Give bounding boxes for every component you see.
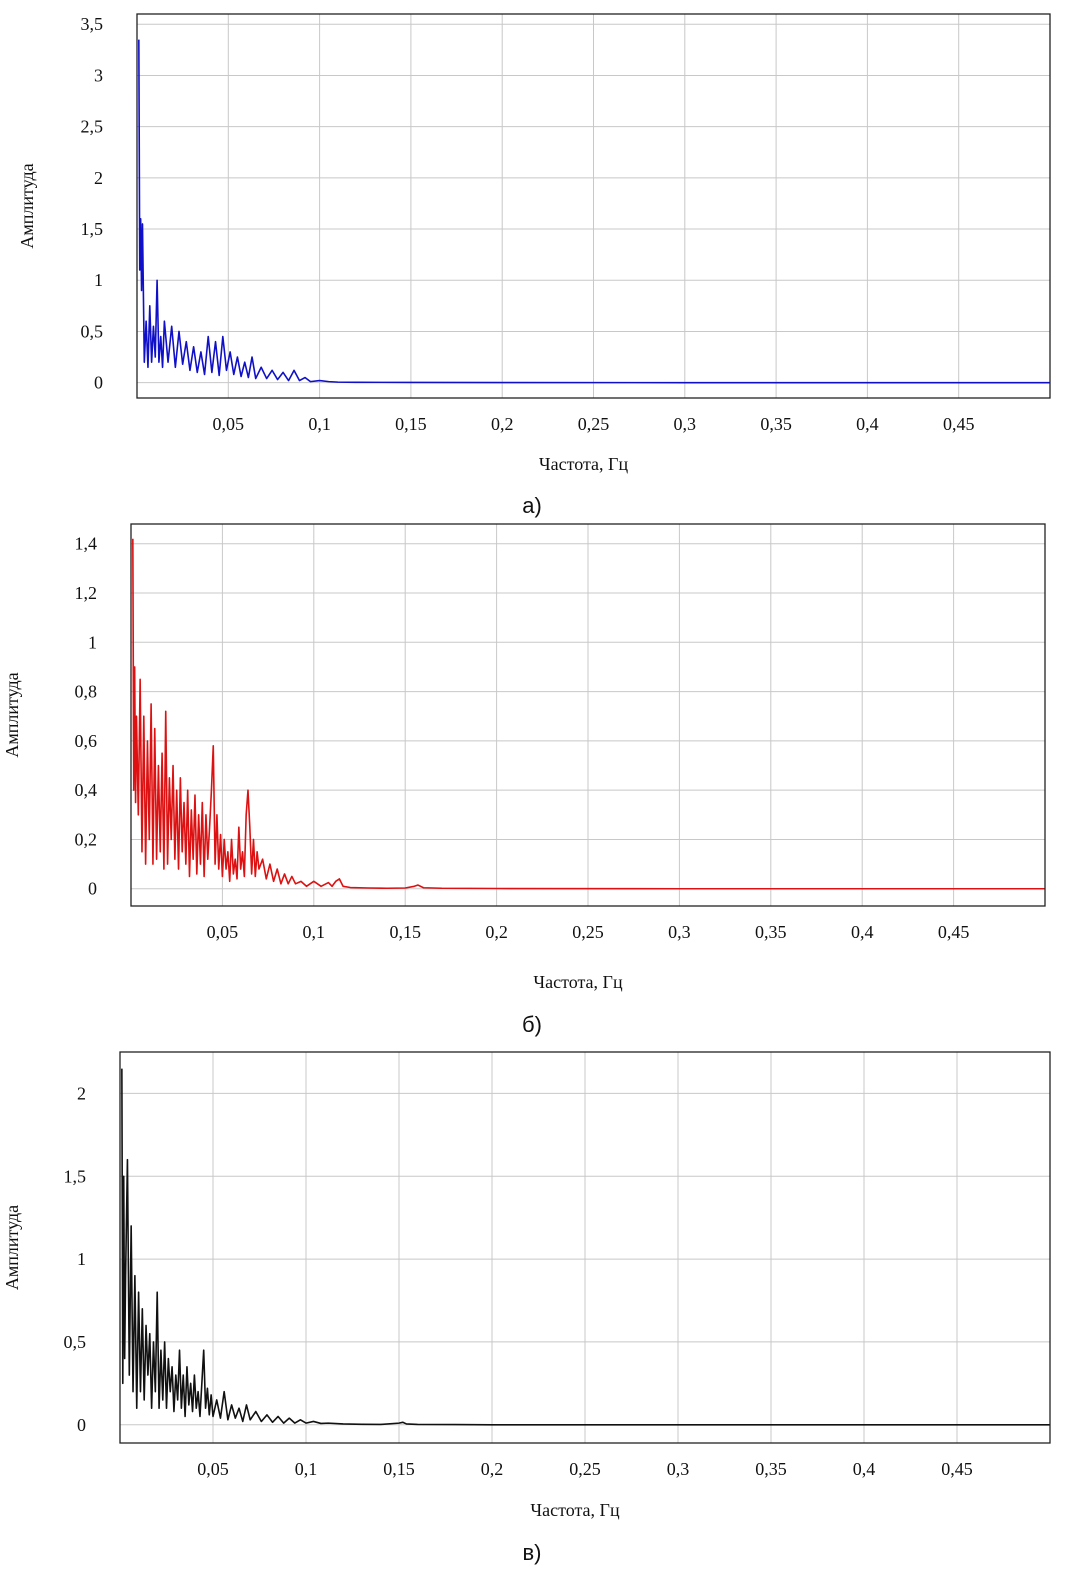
- y-tick-label: 0,6: [75, 731, 98, 751]
- y-tick-label: 0: [77, 1415, 86, 1435]
- series-line: [121, 1068, 1050, 1426]
- y-tick-label: 1,5: [64, 1166, 87, 1186]
- y-tick-label: 2: [77, 1083, 86, 1103]
- x-tick-label: 0,1: [308, 414, 331, 434]
- x-tick-label: 0,45: [943, 414, 975, 434]
- x-tick-label: 0,4: [856, 414, 879, 434]
- series-line: [138, 39, 1050, 384]
- x-tick-label: 0,3: [668, 922, 691, 942]
- y-axis-title: Амплитуда: [17, 163, 37, 248]
- x-tick-label: 0,45: [941, 1459, 973, 1479]
- chart-panel-2: 0,05 0,1 0,15 0,2 0,25 0,3 0,35 0,4 0,45 0 0,2 0,4 0…: [2, 523, 1046, 1037]
- x-tick-label: 0,35: [760, 414, 792, 434]
- x-tick-label: 0,15: [395, 414, 427, 434]
- y-tick-label: 2,5: [81, 117, 104, 137]
- y-tick-label: 0,4: [75, 780, 98, 800]
- x-axis-title: Частота, Гц: [533, 972, 623, 992]
- y-tick-label: 0,5: [64, 1332, 87, 1352]
- x-tick-label: 0,05: [207, 922, 239, 942]
- panel-caption: б): [522, 1012, 542, 1037]
- y-tick-label: 2: [94, 168, 103, 188]
- y-tick-label: 0,2: [75, 829, 98, 849]
- chart-panel-1: 0,05 0,1 0,15 0,2 0,25 0,3 0,35 0,4 0,45 0 0,5 1 1,5…: [17, 13, 1051, 518]
- x-tick-label: 0,3: [667, 1459, 690, 1479]
- y-tick-label: 3: [94, 65, 103, 85]
- y-tick-label: 1,5: [81, 219, 104, 239]
- y-axis-title: Амплитуда: [2, 1205, 22, 1290]
- x-tick-label: 0,05: [213, 414, 245, 434]
- y-tick-label: 3,5: [81, 14, 104, 34]
- y-tick-label: 1: [77, 1249, 86, 1269]
- y-tick-label: 1,4: [75, 534, 98, 554]
- y-axis-title: Амплитуда: [2, 672, 22, 757]
- x-tick-label: 0,1: [295, 1459, 318, 1479]
- panel-caption: а): [522, 493, 542, 518]
- x-tick-label: 0,05: [197, 1459, 229, 1479]
- x-tick-label: 0,1: [303, 922, 326, 942]
- x-tick-label: 0,25: [578, 414, 610, 434]
- x-tick-label: 0,35: [755, 1459, 787, 1479]
- x-tick-label: 0,4: [851, 922, 874, 942]
- x-tick-label: 0,2: [481, 1459, 504, 1479]
- y-tick-label: 0: [88, 879, 97, 899]
- y-tick-label: 0,8: [75, 682, 98, 702]
- x-tick-label: 0,4: [853, 1459, 876, 1479]
- x-tick-label: 0,15: [383, 1459, 415, 1479]
- y-tick-label: 0,5: [81, 321, 104, 341]
- x-tick-label: 0,2: [491, 414, 514, 434]
- y-tick-label: 1: [94, 270, 103, 290]
- panel-caption: в): [522, 1540, 541, 1565]
- x-tick-label: 0,2: [485, 922, 508, 942]
- x-tick-label: 0,35: [755, 922, 787, 942]
- x-tick-label: 0,25: [569, 1459, 601, 1479]
- x-tick-label: 0,3: [674, 414, 697, 434]
- y-tick-label: 1,2: [75, 583, 98, 603]
- plot-area-frame: [119, 1051, 1051, 1444]
- plot-area-frame: [130, 523, 1046, 907]
- plot-area-frame: [136, 13, 1051, 399]
- x-tick-label: 0,15: [389, 922, 421, 942]
- x-tick-label: 0,45: [938, 922, 970, 942]
- x-axis-title: Частота, Гц: [539, 454, 629, 474]
- chart-panel-3: 0,05 0,1 0,15 0,2 0,25 0,3 0,35 0,4 0,45 0 0,5 1 1,5…: [2, 1051, 1051, 1565]
- x-axis-title: Частота, Гц: [530, 1500, 620, 1520]
- series-line: [132, 538, 1045, 890]
- x-tick-label: 0,25: [572, 922, 604, 942]
- y-tick-label: 1: [88, 632, 97, 652]
- y-tick-label: 0: [94, 373, 103, 393]
